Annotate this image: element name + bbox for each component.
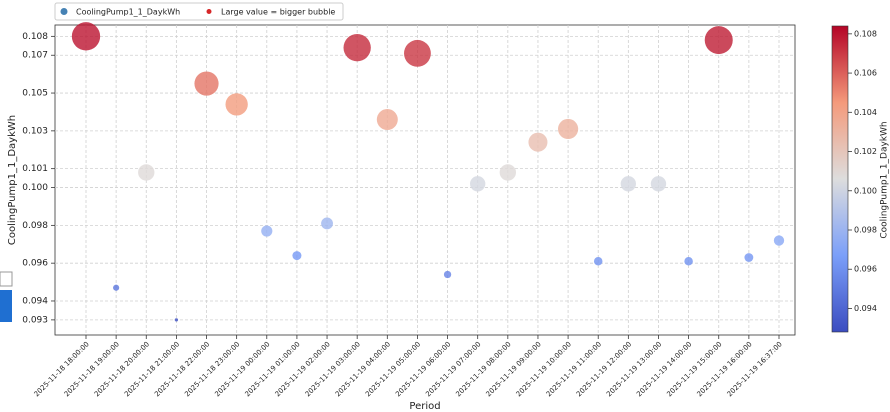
side-button[interactable] [0,290,12,322]
x-tick-label: 2025-11-19 05:00:00 [364,340,422,398]
bubble [744,253,754,262]
x-tick-label: 2025-11-19 11:00:00 [545,340,603,398]
x-tick-label: 2025-11-19 09:00:00 [485,340,543,398]
x-tick-label: 2025-11-19 07:00:00 [424,340,482,398]
x-tick-label: 2025-11-19 06:00:00 [394,340,452,398]
bubble [71,22,101,51]
x-tick-label: 2025-11-19 16:37:00 [726,340,784,398]
colorbar [831,25,849,333]
x-tick-label: 2025-11-19 16:00:00 [695,340,753,398]
colorbar-tick-label: 0.104 [854,108,877,117]
colorbar-tick-label: 0.102 [854,147,877,156]
y-axis-label: CoolingPump1_1_DaykWh [7,115,18,245]
bubble [292,251,302,261]
colorbar-tick-label: 0.108 [854,29,877,38]
legend-marker [206,9,212,14]
bubble [321,217,333,230]
bubble [593,257,603,266]
bubble [704,26,733,55]
x-tick-label: 2025-11-19 10:00:00 [515,340,573,398]
y-tick-label: 0.098 [22,221,48,231]
y-tick-label: 0.108 [22,32,48,42]
x-tick-label: 2025-11-19 14:00:00 [635,340,693,398]
colorbar-tick-label: 0.106 [854,69,877,78]
x-axis-label: Period [409,401,440,412]
bubble [650,176,667,192]
y-tick-label: 0.105 [22,89,48,99]
legend-marker [60,8,68,15]
y-tick-label: 0.100 [22,183,48,193]
x-tick-label: 2025-11-18 18:00:00 [33,340,91,398]
x-tick-label: 2025-11-19 08:00:00 [454,340,512,398]
bubble [773,235,785,246]
bubble [620,176,637,192]
colorbar-tick-label: 0.098 [854,226,877,235]
bubble [194,71,219,96]
plot-frame [54,24,796,336]
y-tick-label: 0.103 [22,126,48,136]
x-tick-label: 2025-11-19 00:00:00 [213,340,271,398]
bubble [343,34,371,62]
bubble [404,39,431,67]
bubble [113,284,120,291]
x-tick-label: 2025-11-18 23:00:00 [183,340,241,398]
bubble [225,93,248,116]
x-tick-label: 2025-11-19 03:00:00 [304,340,362,398]
bubble [558,118,579,140]
legend-label: Large value = bigger bubble [221,8,335,17]
side-panel [0,271,13,287]
x-tick-label: 2025-11-19 15:00:00 [665,340,723,398]
bubble [499,164,516,181]
x-tick-label: 2025-11-19 04:00:00 [334,340,392,398]
bubble [470,176,486,192]
x-tick-label: 2025-11-19 02:00:00 [274,340,332,398]
y-tick-label: 0.094 [22,296,48,306]
colorbar-tick-label: 0.096 [854,265,877,274]
colorbar-tick-label: 0.094 [854,304,877,313]
colorbar-label: CoolingPump1_1_DaykWh [880,121,890,238]
x-tick-label: 2025-11-18 21:00:00 [123,340,181,398]
x-tick-label: 2025-11-19 12:00:00 [575,340,633,398]
x-tick-label: 2025-11-19 13:00:00 [605,340,663,398]
y-tick-label: 0.107 [22,51,48,61]
y-tick-label: 0.101 [22,164,48,174]
bubble [528,132,548,152]
x-tick-label: 2025-11-18 19:00:00 [63,340,121,398]
x-tick-label: 2025-11-19 01:00:00 [244,340,302,398]
bubble [138,164,155,181]
bubble [684,257,693,266]
bubble [261,225,273,237]
legend-label: CoolingPump1_1_DaykWh [76,8,180,17]
x-tick-label: 2025-11-18 20:00:00 [93,340,151,398]
x-tick-label: 2025-11-18 22:00:00 [153,340,211,398]
bubble [376,109,398,131]
legend [54,2,344,21]
bubble [174,318,179,322]
colorbar-tick-label: 0.100 [854,186,877,195]
y-tick-label: 0.093 [22,315,48,325]
y-tick-label: 0.096 [22,259,48,269]
bubble [443,270,452,279]
